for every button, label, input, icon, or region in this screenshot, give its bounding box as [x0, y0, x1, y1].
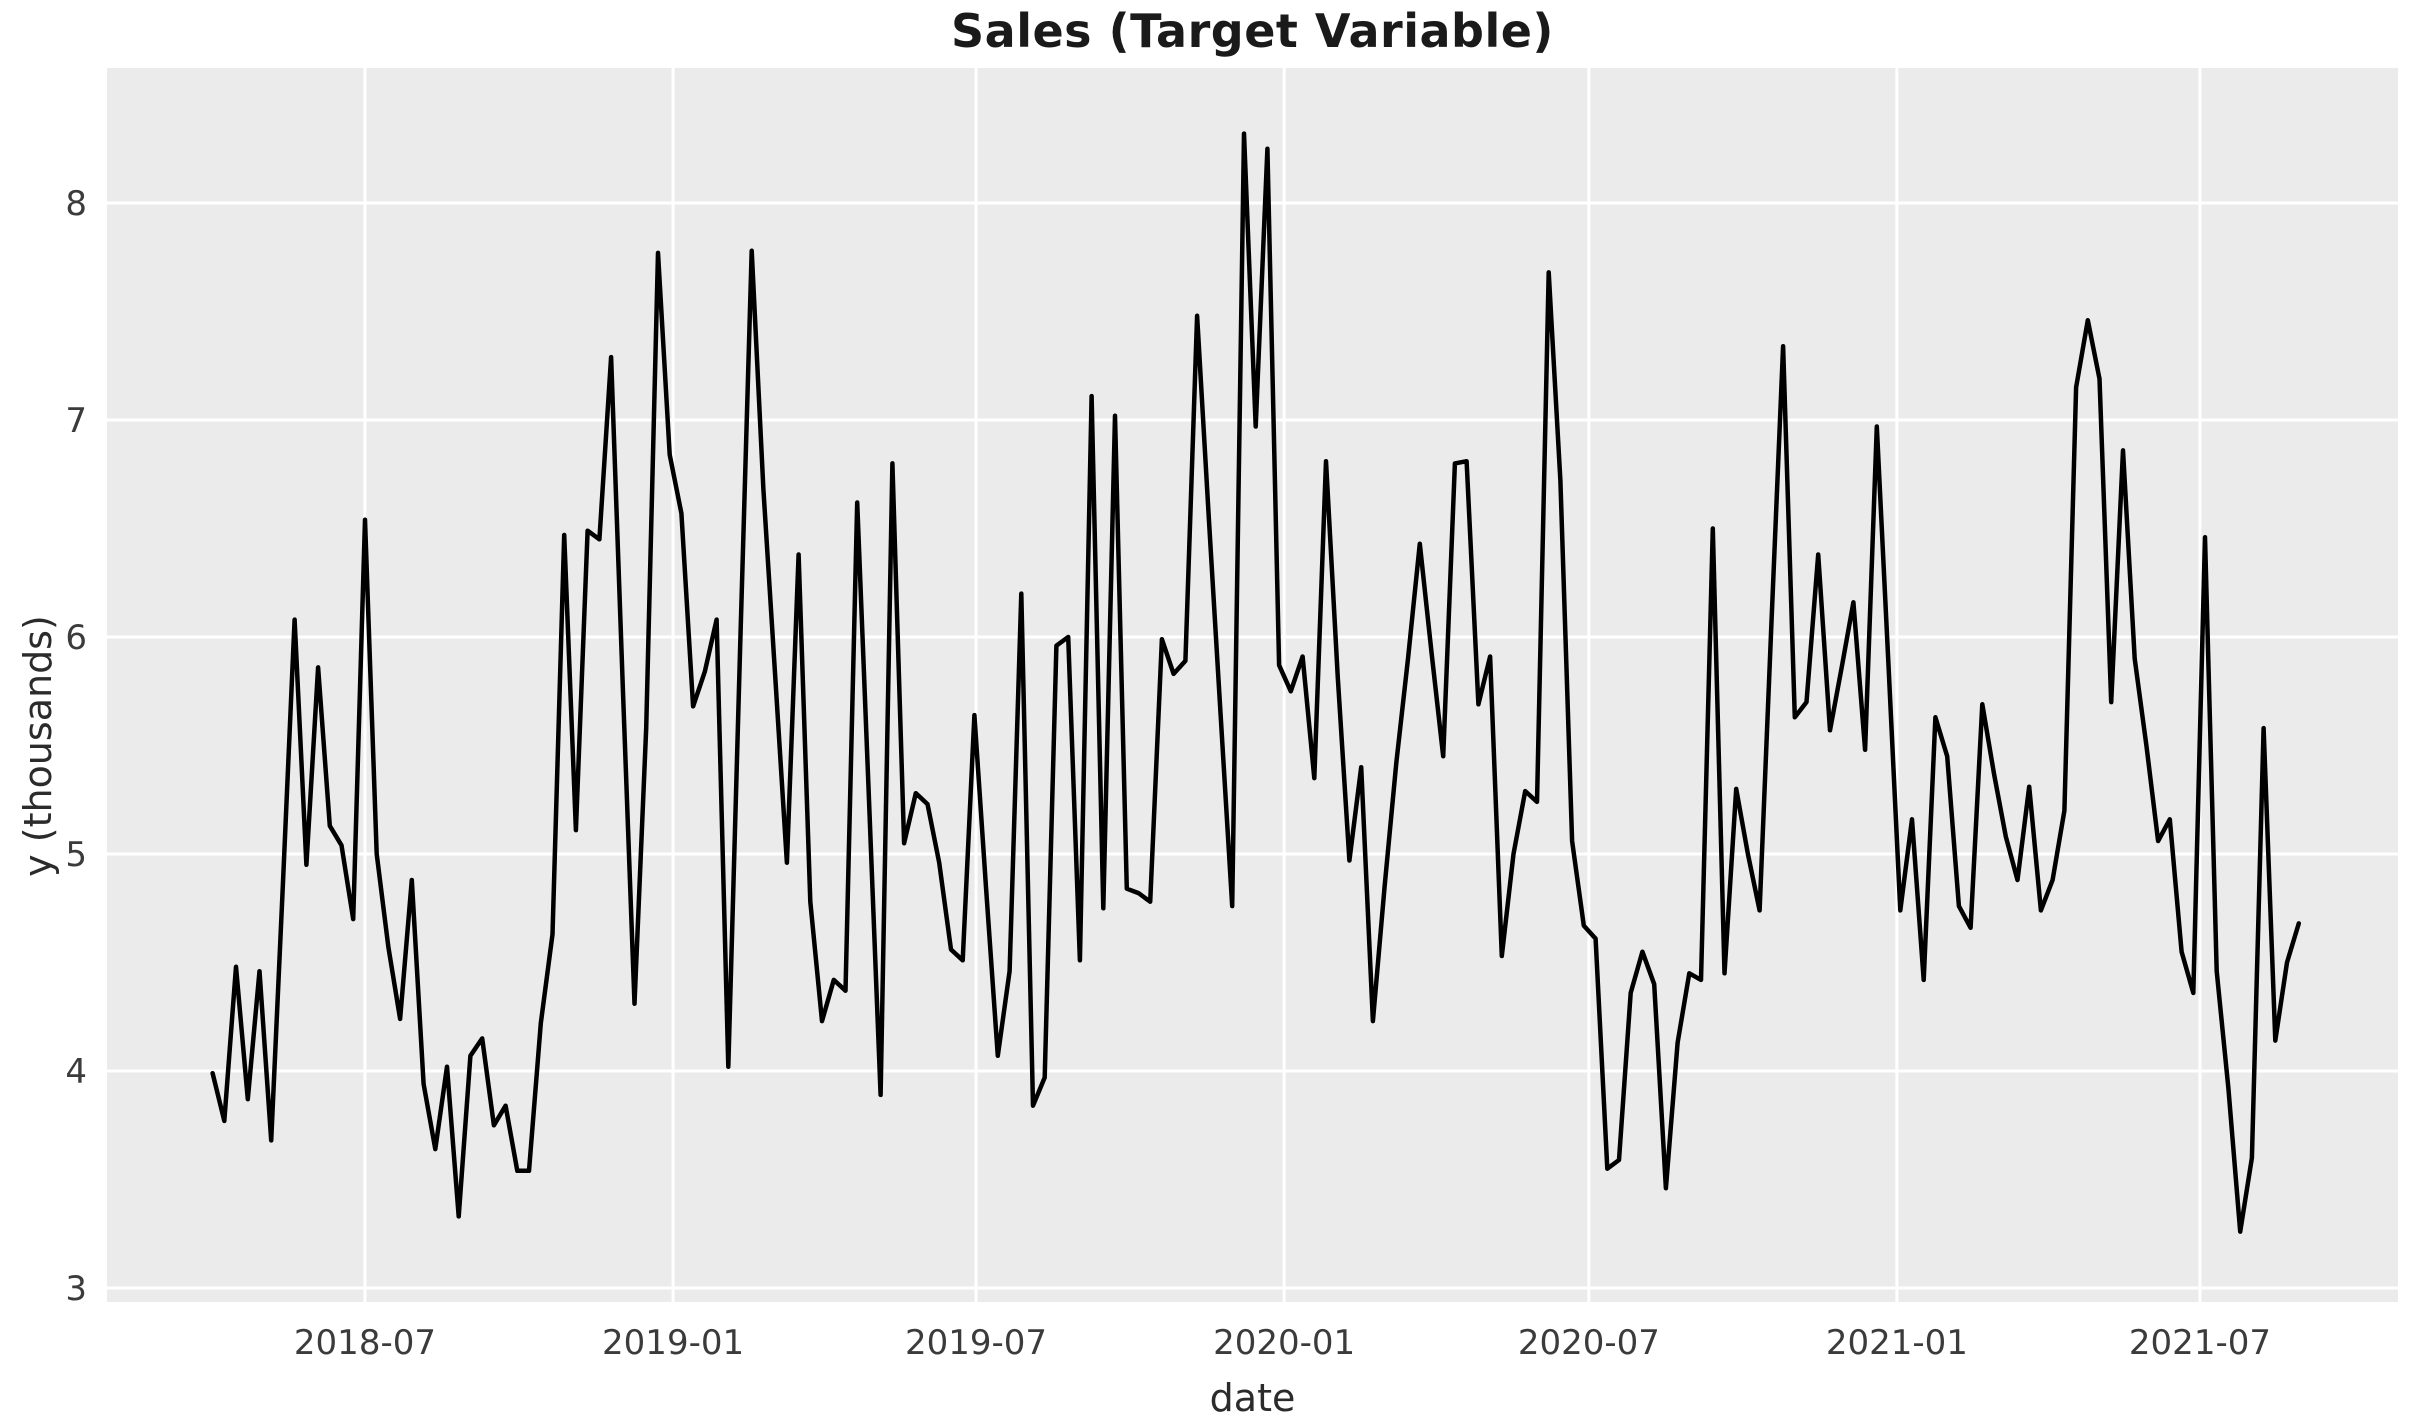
x-tick-label: 2019-01: [602, 1323, 744, 1363]
sales-line: [210, 131, 2302, 1234]
y-tick-label: 4: [65, 1052, 87, 1092]
x-tick-label: 2021-07: [2129, 1323, 2271, 1363]
x-tick-label: 2020-01: [1213, 1323, 1355, 1363]
y-tick-label: 8: [65, 184, 87, 224]
y-tick-label: 3: [65, 1269, 87, 1309]
y-tick-label: 7: [65, 401, 87, 441]
x-tick-label: 2019-07: [905, 1323, 1047, 1363]
x-tick-label: 2020-07: [1518, 1323, 1660, 1363]
y-tick-label: 5: [65, 835, 87, 875]
x-tick-label: 2021-01: [1826, 1323, 1968, 1363]
y-tick-label: 6: [65, 618, 87, 658]
y-axis-label: y (thousands): [16, 615, 60, 877]
x-tick-label: 2018-07: [294, 1323, 436, 1363]
x-axis-label: date: [1209, 1376, 1296, 1420]
chart-title: Sales (Target Variable): [951, 4, 1554, 58]
